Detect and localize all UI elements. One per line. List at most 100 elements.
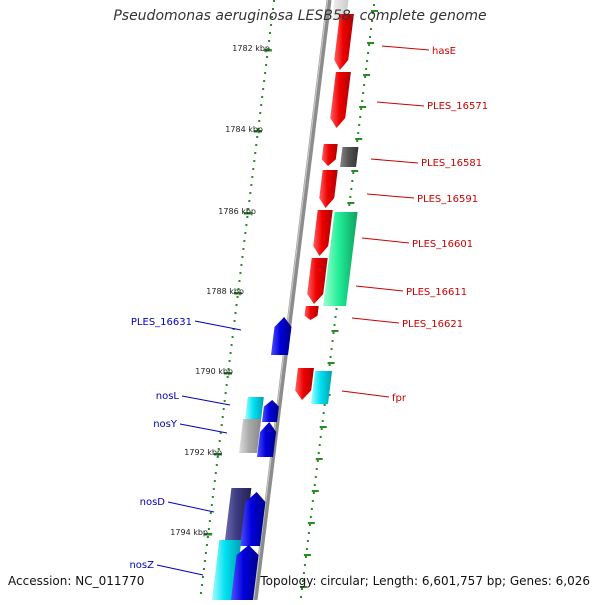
tick-dot [299,596,302,598]
tick-dot [314,476,317,478]
gene-feature-fpr-cyan[interactable] [311,371,333,404]
tick-dot [200,584,203,586]
gene-feature-nosL-cyan[interactable] [245,397,264,420]
label-leaders [156,45,430,576]
tick-dot [223,400,226,402]
tick-dot [222,408,225,410]
tick-dot [231,336,234,338]
tick-dot [260,104,263,106]
tick-dot [302,572,305,574]
tick-dot [256,136,259,138]
tick-major [223,372,232,375]
tick-dot [362,92,365,94]
tick-dot [251,176,254,178]
gene-label-PLES_16611[interactable]: PLES_16611 [406,287,467,298]
tick-dot [369,36,372,38]
tick-dot [313,484,316,486]
gene-feature-nosL[interactable] [262,400,279,422]
tick-dot [228,360,231,362]
gene-feature-hasE[interactable] [334,14,354,70]
tick-major [243,212,252,215]
scale-label-1784: 1784 kbp [225,125,263,134]
tick-dot [225,384,228,386]
gene-label-nosL[interactable]: nosL [156,391,180,402]
tick-dot [226,376,229,378]
tick-dot [249,192,252,194]
leader-line [167,501,215,513]
gene-feature-nosY[interactable] [257,422,277,457]
tick-dot [308,524,311,526]
tick-dot [305,548,308,550]
leader-line [341,390,390,398]
tick-dot [349,196,352,198]
tick-dot [316,460,319,462]
tick-dot [240,264,243,266]
tick-dot [263,80,266,82]
forward-gene-labels: hasE PLES_16571 PLES_16581 PLES_16591 PL… [392,46,488,404]
gene-feature-PLES_16621[interactable] [304,306,319,320]
gene-feature-PLES_16581-grey[interactable] [340,147,359,167]
gene-label-PLES_16591[interactable]: PLES_16591 [417,194,478,205]
tick-dot [333,324,336,326]
gene-label-hasE[interactable]: hasE [432,46,456,57]
tick-dot [220,424,223,426]
tick-dot [367,52,370,54]
leader-line [181,395,231,406]
gene-label-nosY[interactable]: nosY [153,419,178,430]
gene-label-nosD[interactable]: nosD [140,497,166,508]
gene-feature-nosZ[interactable] [231,545,259,600]
tick-dot [201,576,204,578]
gene-feature-PLES_16571[interactable] [330,72,351,128]
gene-label-PLES_16621[interactable]: PLES_16621 [402,319,463,330]
gene-label-nosZ[interactable]: nosZ [129,560,154,571]
leader-line [381,45,430,51]
tick-dot [320,428,323,430]
tick-minor [351,170,359,172]
gene-feature-PLES_16631[interactable] [271,317,292,355]
tick-dot [202,568,205,570]
gene-feature-fpr[interactable] [295,368,314,400]
gene-label-PLES_16571[interactable]: PLES_16571 [427,101,488,112]
tick-dot [230,344,233,346]
gene-feature-PLES_16581[interactable] [321,144,338,166]
tick-dot [373,4,375,6]
tick-dot [217,448,220,450]
gene-feature-PLES_16601[interactable] [313,210,333,256]
scale-label-1790: 1790 kbp [195,367,233,376]
gene-label-PLES_16601[interactable]: PLES_16601 [412,239,473,250]
tick-dot [372,12,375,14]
tick-dot [227,368,230,370]
tick-dot [359,116,362,118]
tick-dot [250,184,253,186]
gene-feature-nosD[interactable] [240,492,266,546]
genome-backbone [252,0,332,601]
tick-dot [365,68,368,70]
figure-title: Pseudomonas aeruginosa LESB58, complete … [113,8,487,24]
gene-feature-PLES_16601-green[interactable] [323,212,358,306]
tick-dot [224,392,227,394]
leader-line [156,564,204,576]
accession-text: Accession: NC_011770 [8,574,145,588]
tick-dot [206,536,209,538]
scale-labels: 1782 kbp 1784 kbp 1786 kbp 1788 kbp 1790… [170,44,270,537]
tick-dot [273,0,275,2]
tick-dot [270,24,273,26]
tick-minor [367,42,375,44]
gene-feature-PLES_16611[interactable] [307,258,328,304]
tick-dot [363,84,366,86]
tick-dot [234,312,237,314]
tick-dot [203,560,206,562]
tick-dot [218,440,221,442]
gene-label-PLES_16631[interactable]: PLES_16631 [131,317,192,328]
tick-dot [246,216,249,218]
tick-dot [265,64,268,66]
tick-dot [272,8,275,10]
gene-feature-nosY-grey[interactable] [239,419,262,453]
gene-label-fpr[interactable]: fpr [392,393,407,404]
gene-feature-PLES_16591[interactable] [319,170,338,208]
tick-minor [331,330,339,332]
tick-dot [371,20,374,22]
tick-dot [328,364,331,366]
tick-minor [319,426,327,428]
gene-label-PLES_16581[interactable]: PLES_16581 [421,158,482,169]
